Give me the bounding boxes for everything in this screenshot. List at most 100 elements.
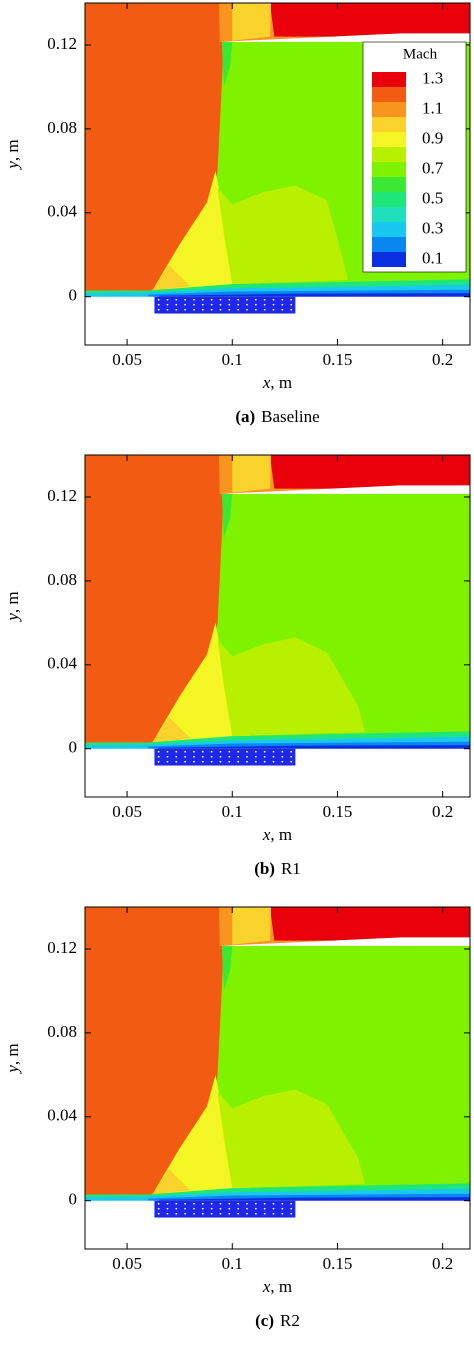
pore — [272, 1212, 275, 1215]
pore — [254, 303, 257, 306]
x-tick-label: 0.05 — [112, 350, 142, 369]
pore — [228, 303, 231, 306]
x-axis-label: x, m — [262, 1277, 292, 1296]
caption: (b) R1 — [254, 859, 301, 878]
x-tick-label: 0.2 — [432, 802, 453, 821]
pore — [263, 298, 266, 301]
pore — [175, 755, 178, 758]
pore — [281, 760, 284, 763]
porous-plate — [154, 748, 296, 766]
pore — [290, 303, 293, 306]
pore — [272, 308, 275, 311]
pore — [228, 1202, 231, 1205]
pore — [263, 1207, 266, 1210]
pore — [237, 755, 240, 758]
legend-swatch — [372, 102, 406, 117]
pore — [219, 308, 222, 311]
legend-swatch — [372, 87, 406, 102]
pore — [272, 1207, 275, 1210]
caption-label: (a) — [235, 407, 255, 426]
y-tick-label: 0 — [69, 1190, 78, 1209]
pore — [272, 298, 275, 301]
field — [85, 455, 470, 797]
pore — [219, 755, 222, 758]
y-axis-label: y, m — [3, 591, 22, 622]
x-tick-label: 0.15 — [323, 350, 353, 369]
caption-label: (b) — [254, 859, 275, 878]
pore — [290, 1202, 293, 1205]
pore — [210, 750, 213, 753]
pore — [272, 303, 275, 306]
caption-text: R1 — [281, 859, 301, 878]
pore — [290, 298, 293, 301]
pore — [201, 303, 204, 306]
pore — [219, 750, 222, 753]
pore — [210, 1207, 213, 1210]
pore — [263, 760, 266, 763]
x-axis-unit: , m — [270, 1277, 292, 1296]
pore — [184, 1207, 187, 1210]
y-tick-label: 0.12 — [47, 938, 77, 957]
pore — [157, 298, 160, 301]
pore — [263, 750, 266, 753]
pore — [237, 303, 240, 306]
pore — [281, 1202, 284, 1205]
pore — [219, 1212, 222, 1215]
pore — [210, 308, 213, 311]
y-tick-label: 0.08 — [47, 118, 77, 137]
x-tick-label: 0.1 — [222, 802, 243, 821]
pore — [193, 298, 195, 301]
y-tick-label: 0.12 — [47, 486, 77, 505]
pore — [281, 755, 284, 758]
pore — [184, 750, 187, 753]
contour-region — [152, 1074, 250, 1195]
pore — [228, 308, 231, 311]
pore — [228, 760, 231, 763]
pore — [157, 1212, 160, 1215]
pore — [237, 1207, 240, 1210]
pore — [184, 1212, 187, 1215]
pore — [166, 298, 169, 301]
x-tick-label: 0.2 — [432, 350, 453, 369]
pore — [246, 298, 248, 301]
y-tick-label: 0.04 — [47, 1106, 77, 1125]
pore — [263, 755, 266, 758]
y-axis-symbol: y — [3, 613, 22, 623]
x-axis-label: x, m — [262, 373, 292, 392]
field — [85, 907, 470, 1249]
pore — [263, 1202, 266, 1205]
y-axis-unit: , m — [3, 591, 22, 613]
x-tick-label: 0.2 — [432, 1254, 453, 1273]
pore — [254, 1202, 257, 1205]
contour-region — [269, 455, 470, 489]
y-axis-symbol: y — [3, 1065, 22, 1075]
contour-region — [152, 1169, 191, 1195]
pore — [210, 1212, 213, 1215]
pore — [254, 755, 257, 758]
pore — [228, 755, 231, 758]
pore — [228, 1212, 231, 1215]
pore — [210, 298, 213, 301]
legend-swatch — [372, 147, 406, 162]
pore — [254, 1212, 257, 1215]
y-axis-label: y, m — [3, 1043, 22, 1074]
y-axis-symbol: y — [3, 161, 22, 171]
pore — [175, 1212, 178, 1215]
contour-region — [232, 455, 272, 493]
pore — [210, 760, 213, 763]
pore — [281, 303, 284, 306]
y-tick-label: 0 — [69, 738, 78, 757]
y-axis-label: y, m — [3, 139, 22, 170]
pore — [281, 298, 284, 301]
pore — [184, 298, 187, 301]
pore — [290, 1207, 293, 1210]
contour-region — [221, 493, 233, 539]
pore — [157, 308, 160, 311]
pore — [219, 1202, 222, 1205]
legend-swatch — [372, 207, 406, 222]
pore — [281, 750, 284, 753]
pore — [175, 1202, 178, 1205]
pore — [228, 1207, 231, 1210]
pore — [281, 1212, 284, 1215]
pore — [166, 760, 169, 763]
